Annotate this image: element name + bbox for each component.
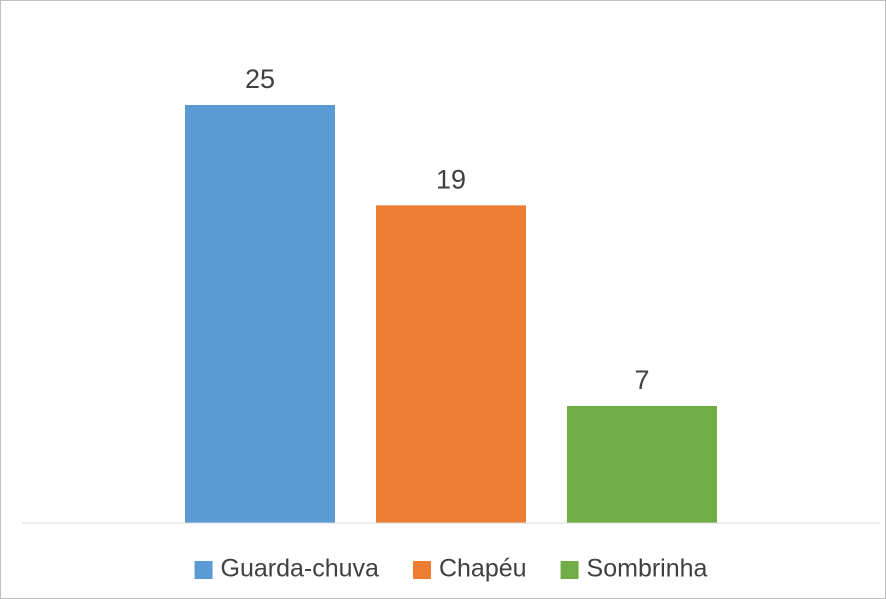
legend-label: Chapéu — [439, 555, 527, 583]
legend-swatch — [194, 561, 213, 579]
legend-swatch — [412, 561, 431, 579]
bar — [376, 205, 526, 523]
bar — [567, 405, 717, 523]
data-label: 7 — [634, 365, 649, 395]
legend-swatch — [560, 561, 579, 579]
data-label: 19 — [436, 164, 466, 194]
bar — [185, 105, 335, 523]
legend-label: Sombrinha — [587, 555, 708, 583]
legend-label: Guarda-chuva — [221, 555, 380, 583]
data-label: 25 — [245, 64, 275, 94]
